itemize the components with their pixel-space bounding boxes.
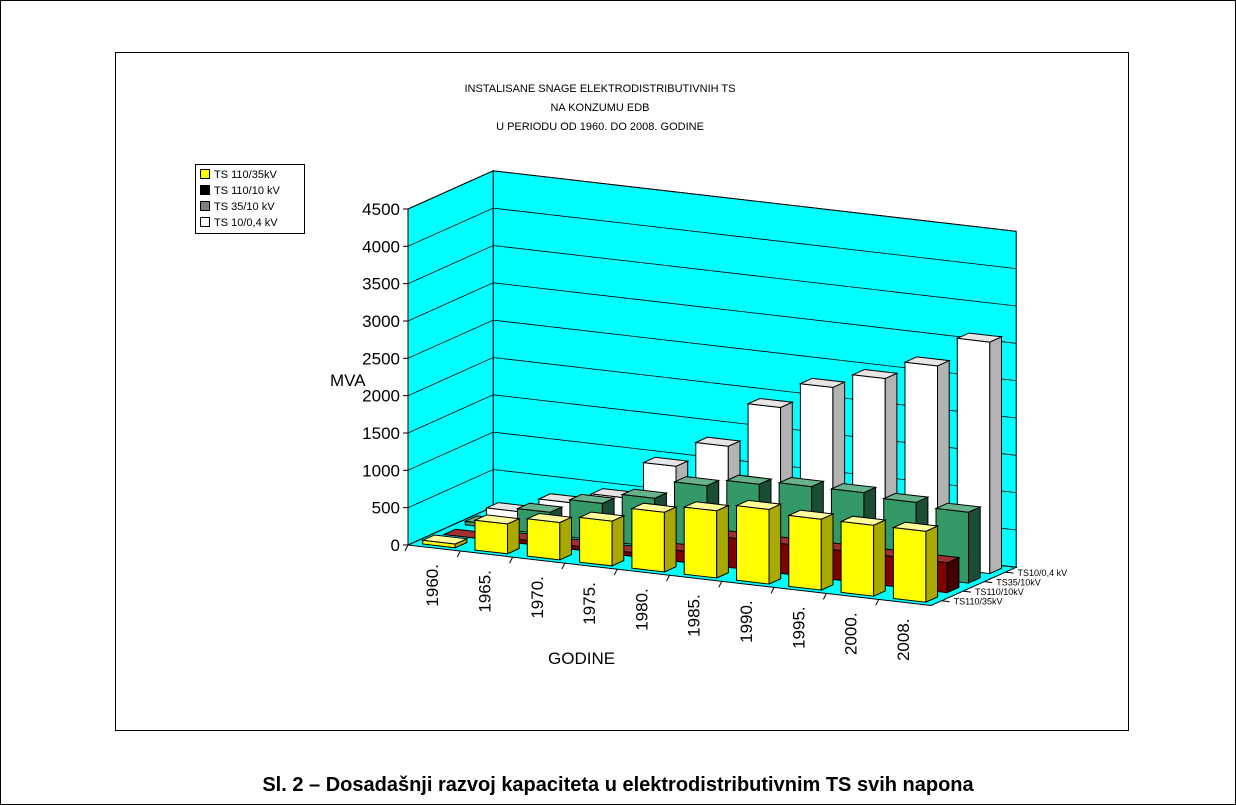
legend-item-ts-110-10: TS 110/10 kV [200, 184, 280, 198]
y-tick-label: 4500 [362, 200, 400, 219]
x-tick-mark [509, 556, 514, 564]
y-axis-title: MVA [330, 371, 366, 390]
bar-ts-110-35kv-1995 [786, 509, 835, 591]
x-tick-mark [822, 593, 827, 600]
bar-ts-110-35kv-1975 [577, 511, 626, 567]
depth-axis-label: TS110/10kV [975, 587, 1024, 597]
legend-item-ts-10-04: TS 10/0,4 kV [200, 216, 278, 230]
x-axis-title: GODINE [548, 649, 615, 668]
depth-axis-label: TS10/0,4 kV [1018, 568, 1068, 578]
bar-ts-110-35kv-2008 [891, 521, 940, 603]
x-tick-label: 1990. [737, 600, 756, 643]
x-tick-label: 1965. [475, 570, 494, 613]
y-tick-label: 2500 [362, 349, 400, 368]
bar-ts-110-35kv-1990 [734, 499, 783, 585]
chart-title-line-3: U PERIODU OD 1960. DO 2008. GODINE [496, 121, 704, 133]
legend-item-ts-35-10: TS 35/10 kV [200, 200, 275, 214]
x-tick-mark [561, 562, 566, 570]
y-tick-label: 2000 [362, 387, 400, 406]
x-tick-label: 1995. [789, 606, 808, 649]
legend-swatch-ts-10-04 [200, 217, 210, 227]
legend-item-ts-110-35: TS 110/35kV [200, 168, 277, 182]
legend-swatch-ts-35-10 [200, 201, 210, 211]
x-tick-mark [770, 587, 775, 594]
legend-label-ts-110-10: TS 110/10 kV [214, 185, 280, 197]
x-tick-label: 1980. [632, 588, 651, 631]
chart-title-line-2: NA KONZUMU EDB [550, 102, 650, 114]
depth-tick-mark [962, 590, 972, 593]
legend-label-ts-110-35: TS 110/35kV [214, 169, 277, 181]
legend-label-ts-35-10: TS 35/10 kV [214, 201, 275, 213]
gridline [407, 282, 1017, 344]
x-tick-mark [718, 581, 723, 588]
x-tick-mark [613, 568, 618, 576]
bar-ts-110-35kv-1980 [630, 502, 678, 573]
y-tick-label: 4000 [362, 237, 400, 256]
y-tick-label: 1000 [362, 461, 400, 480]
depth-axis-label: TS35/10kV [996, 578, 1041, 588]
y-tick-label: 500 [372, 499, 400, 518]
x-tick-label: 1960. [423, 564, 442, 607]
y-tick-label: 3500 [362, 275, 400, 294]
y-tick-label: 1500 [362, 424, 400, 443]
bar-ts-110-35kv-1965 [473, 514, 522, 555]
x-tick-label: 2000. [842, 612, 861, 655]
depth-tick-mark [984, 581, 993, 584]
x-tick-label: 1970. [528, 576, 547, 619]
y-tick-label: 3000 [362, 312, 400, 331]
x-tick-label: 2008. [894, 618, 913, 661]
legend-swatch-ts-110-10 [200, 185, 210, 195]
bar-ts-110-35kv-2000 [839, 515, 888, 597]
gridline [407, 319, 1017, 381]
depth-tick-mark [941, 600, 950, 603]
legend-label-ts-10-04: TS 10/0,4 kV [214, 217, 278, 229]
x-tick-mark [666, 575, 670, 582]
bar-ts-110-35kv-1985 [682, 501, 731, 579]
bar-ts-110-35kv-1960 [420, 534, 469, 549]
chart-title-line-1: INSTALISANE SNAGE ELEKTRODISTRIBUTIVNIH … [464, 83, 736, 95]
bar-ts-110-35kv-1970 [525, 512, 574, 561]
x-tick-mark [456, 550, 461, 558]
depth-tick-mark [1005, 571, 1014, 574]
gridline [407, 207, 1017, 269]
gridline [407, 170, 1017, 232]
x-tick-mark [875, 599, 880, 606]
y-tick-label: 0 [391, 536, 400, 555]
figure-caption: Sl. 2 – Dosadašnji razvoj kapaciteta u e… [262, 774, 974, 796]
x-tick-label: 1985. [685, 594, 704, 637]
chart-legend: TS 110/35kV TS 110/10 kV TS 35/10 kV TS … [195, 164, 305, 234]
x-tick-label: 1975. [580, 582, 599, 625]
gridline [407, 245, 1017, 307]
chart-title: INSTALISANE SNAGE ELEKTRODISTRIBUTIVNIH … [100, 80, 1100, 137]
legend-swatch-ts-110-35 [200, 169, 210, 179]
depth-axis-label: TS110/35kV [954, 597, 1003, 607]
x-tick-mark [404, 544, 409, 552]
